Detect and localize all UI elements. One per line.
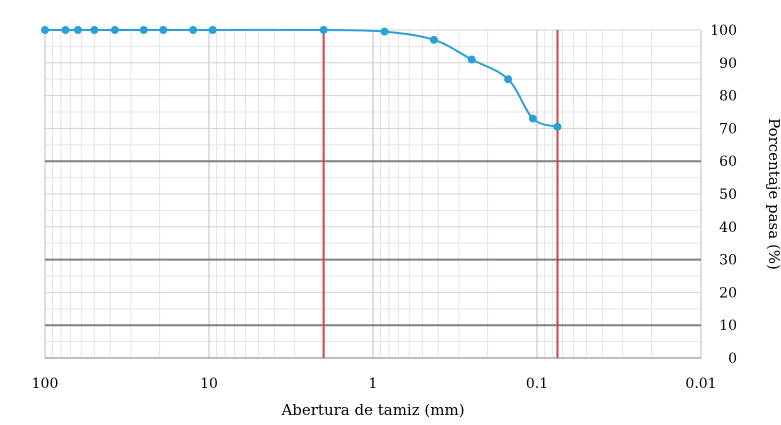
data-point: [90, 26, 99, 34]
gradation-curve: [45, 28, 558, 128]
data-point: [528, 114, 537, 123]
x-tick-labels: 100 10 1 0.1 0.01: [32, 376, 717, 392]
reference-lines: [45, 30, 701, 358]
y-tick-label: 30: [719, 253, 737, 269]
x-tick-label: 0.01: [685, 376, 716, 392]
y-tick-labels: 0 10 20 30 40 50 60 70 80 90 100: [710, 23, 737, 367]
x-tick-label: 1: [369, 376, 378, 392]
y-tick-label: 10: [719, 318, 737, 334]
y-tick-label: 100: [710, 23, 737, 39]
data-point: [208, 26, 217, 34]
y-tick-label: 90: [719, 56, 737, 72]
y-tick-label: 70: [719, 121, 737, 137]
y-tick-label: 60: [719, 154, 737, 170]
y-tick-label: 80: [719, 89, 737, 105]
y-tick-label: 20: [719, 285, 737, 301]
data-point: [319, 26, 328, 34]
x-axis-title: Abertura de tamiz (mm): [280, 401, 464, 419]
data-point: [159, 26, 168, 34]
x-tick-label: 100: [32, 376, 59, 392]
data-point: [429, 35, 438, 44]
y-tick-label: 50: [719, 187, 737, 203]
data-point: [139, 26, 148, 34]
data-point: [61, 26, 70, 34]
y-tick-label: 40: [719, 220, 737, 236]
data-point: [73, 26, 82, 34]
x-tick-label: 10: [200, 376, 218, 392]
data-point: [41, 26, 49, 34]
data-point: [467, 55, 476, 64]
data-point: [380, 27, 389, 36]
data-point: [504, 75, 513, 84]
y-axis-title: Porcentaje pasa (%): [765, 118, 781, 270]
data-point: [110, 26, 119, 34]
data-point: [553, 122, 562, 131]
x-tick-label: 0.1: [526, 376, 548, 392]
data-point: [189, 26, 198, 34]
gradation-points: [41, 26, 562, 131]
y-tick-label: 0: [728, 351, 737, 367]
